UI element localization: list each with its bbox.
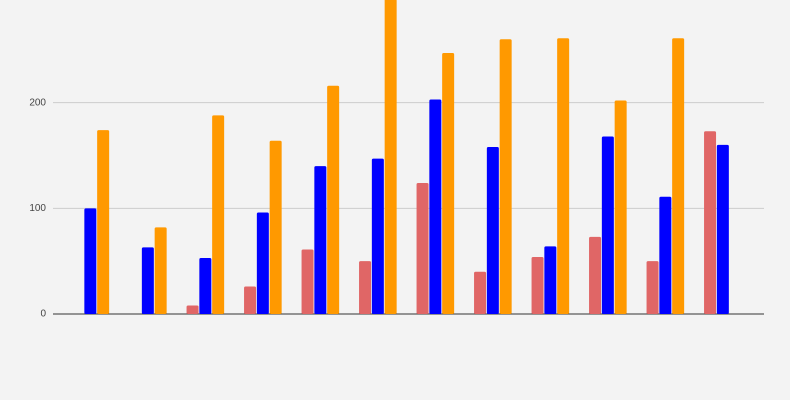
bar bbox=[186, 305, 199, 314]
bar bbox=[544, 246, 557, 314]
bar bbox=[314, 166, 327, 314]
bar bbox=[499, 39, 512, 315]
bar bbox=[371, 158, 384, 314]
bar bbox=[704, 131, 717, 314]
bar bbox=[269, 140, 282, 314]
bar bbox=[557, 38, 570, 315]
y-tick-label: 200 bbox=[29, 97, 46, 108]
bar bbox=[301, 249, 314, 314]
bar bbox=[359, 261, 372, 314]
bar bbox=[416, 182, 429, 314]
bar bbox=[716, 144, 729, 314]
bar bbox=[256, 212, 269, 314]
bar bbox=[429, 99, 442, 314]
bar bbox=[154, 227, 167, 314]
bar bbox=[141, 247, 154, 314]
bar bbox=[614, 100, 627, 314]
bar bbox=[531, 256, 544, 314]
bar bbox=[212, 115, 225, 314]
bar bbox=[474, 271, 487, 314]
bar bbox=[244, 286, 257, 314]
bar bbox=[486, 147, 499, 314]
y-tick-label: 0 bbox=[40, 309, 46, 320]
bar bbox=[589, 236, 602, 314]
bar bbox=[97, 130, 110, 314]
bar bbox=[646, 261, 659, 314]
bar bbox=[659, 196, 672, 314]
bar bbox=[442, 53, 455, 315]
y-tick-label: 300 bbox=[29, 0, 46, 3]
bar bbox=[199, 257, 212, 314]
bar bbox=[672, 38, 685, 315]
y-tick-label: 100 bbox=[29, 203, 46, 214]
bar bbox=[327, 85, 340, 314]
bar bbox=[384, 0, 397, 314]
bar bbox=[84, 208, 97, 314]
bar bbox=[601, 136, 614, 314]
